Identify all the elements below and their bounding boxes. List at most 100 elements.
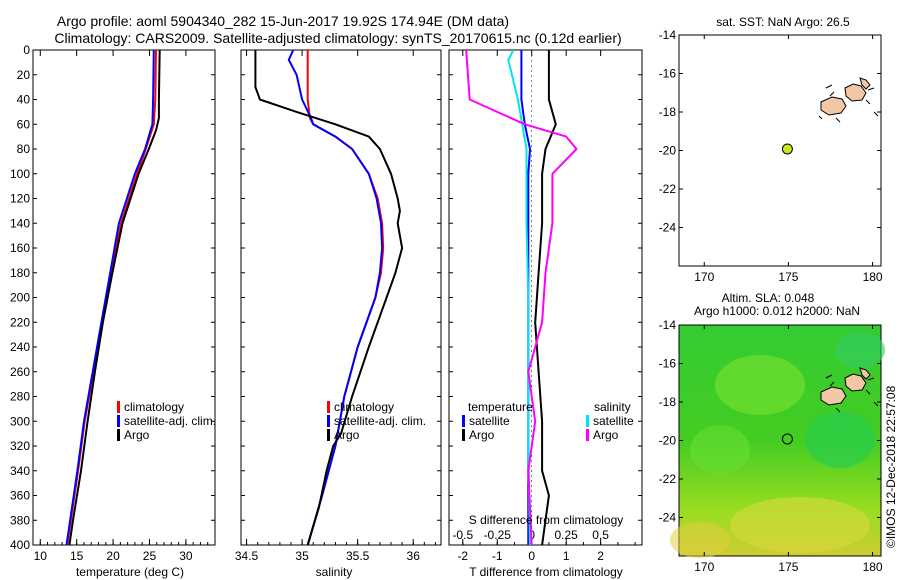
small-islands <box>818 84 879 123</box>
depth-tick-label: 340 <box>10 464 30 478</box>
legend-swatch-t-argo <box>462 429 465 441</box>
depth-tick-label: 360 <box>10 489 30 503</box>
lon-tick-label: 170 <box>694 270 714 284</box>
legend-salinity-heading: salinity <box>594 400 631 414</box>
temperature-lines <box>65 50 161 545</box>
depth-tick-label: 180 <box>10 266 30 280</box>
lat-tick-label: -22 <box>659 472 677 486</box>
fiji-islet <box>859 367 871 380</box>
sla-patch <box>690 425 750 475</box>
legend-swatch-s-satellite <box>586 415 589 427</box>
difference-series-salinity-satellite <box>507 50 531 545</box>
depth-tick-label: 300 <box>10 414 30 428</box>
sla-patch <box>805 412 875 468</box>
legend-swatch-argo <box>327 429 330 441</box>
difference-legend: temperature satellite Argo salinity sate… <box>462 400 634 442</box>
depth-tick-label: 240 <box>10 340 30 354</box>
difference-series-salinity-argo <box>465 50 578 545</box>
lat-tick-label: -20 <box>659 434 677 448</box>
sla-patch <box>730 497 870 553</box>
argo-position-marker <box>781 143 793 155</box>
depth-tick-label: 220 <box>10 315 30 329</box>
legend-swatch-satellite <box>117 415 120 427</box>
imos-credit: ©IMOS 12-Dec-2018 22:57:08 <box>884 385 898 548</box>
depth-tick-label: 280 <box>10 390 30 404</box>
depth-tick-label: 260 <box>10 365 30 379</box>
lon-tick-label: 180 <box>863 560 883 574</box>
legend-s-satellite: satellite <box>593 414 634 428</box>
x-tick-label: 35.5 <box>346 549 370 563</box>
legend-climatology: climatology <box>124 400 184 414</box>
temperature-series-satellite-adj-clim- <box>65 50 155 545</box>
sst-map-land <box>818 77 879 123</box>
depth-tick-label: 20 <box>17 68 31 82</box>
temperature-legend: climatology satellite-adj. clim. Argo <box>117 400 216 442</box>
depth-tick-label: 120 <box>10 192 30 206</box>
depth-tick-label: 160 <box>10 241 30 255</box>
x-tick-label: -1 <box>492 549 503 563</box>
sla-patch <box>835 332 885 368</box>
sst-map-axis-ticks: -14 -16 -18 -20 -22 -24 170 175 180 <box>659 28 883 284</box>
t-difference-xlabel: T difference from climatology <box>469 565 623 579</box>
lat-tick-label: -24 <box>659 221 677 235</box>
x-top-tick-label: -0.25 <box>484 528 512 542</box>
lat-tick-label: -18 <box>659 105 677 119</box>
legend-swatch-satellite <box>327 415 330 427</box>
lon-tick-label: 180 <box>863 270 883 284</box>
sla-map-title-line1: Altim. SLA: 0.048 <box>722 291 815 305</box>
lon-tick-label: 175 <box>778 560 798 574</box>
sst-map: sat. SST: NaN Argo: 26.5 -14 -16 -18 -20 -22… <box>659 15 883 284</box>
salinity-plot-frame <box>240 49 442 546</box>
legend-argo: Argo <box>334 428 360 442</box>
sla-field-patches <box>670 332 885 558</box>
legend-s-argo: Argo <box>593 428 619 442</box>
figure-title-line2: Climatology: CARS2009. Satellite-adjuste… <box>54 30 621 46</box>
lat-tick-label: -18 <box>659 395 677 409</box>
depth-tick-label: 380 <box>10 513 30 527</box>
x-tick-label: 34.5 <box>235 549 259 563</box>
depth-tick-label: 400 <box>10 538 30 552</box>
salinity-series-satellite-adj-clim- <box>287 50 384 545</box>
sla-map-land <box>820 367 879 413</box>
x-tick-label: 2 <box>597 549 604 563</box>
sst-map-frame <box>678 34 882 267</box>
fiji-islet <box>859 77 871 90</box>
sla-map-title-line2: Argo h1000: 0.012 h2000: NaN <box>694 304 860 318</box>
lat-tick-label: -14 <box>659 318 677 332</box>
legend-swatch-climatology <box>117 401 120 413</box>
difference-plot-frame <box>448 49 643 546</box>
difference-axis-ticks: -2 -1 0 1 2-0.5 -0.25 0 0.25 0.5 <box>449 49 642 563</box>
difference-panel: -2 -1 0 1 2-0.5 -0.25 0 0.25 0.5 T difference fr… <box>448 49 643 579</box>
legend-argo: Argo <box>124 428 150 442</box>
salinity-legend: climatology satellite-adj. clim. Argo <box>327 400 426 442</box>
legend-t-argo: Argo <box>469 428 495 442</box>
depth-tick-label: 140 <box>10 216 30 230</box>
fiji-island-south <box>820 386 847 406</box>
x-tick-label: 36 <box>407 549 421 563</box>
x-top-tick-label: 0.5 <box>592 528 609 542</box>
fiji-island-north <box>844 83 867 102</box>
difference-lines <box>465 50 578 545</box>
x-tick-label: 25 <box>143 549 157 563</box>
depth-tick-label: 320 <box>10 439 30 453</box>
fiji-island-south <box>820 96 847 116</box>
depth-tick-label: 80 <box>17 142 31 156</box>
s-difference-label: S difference from climatology <box>469 513 624 527</box>
legend-swatch-argo <box>117 429 120 441</box>
salinity-series-climatology <box>306 50 385 545</box>
lat-tick-label: -20 <box>659 144 677 158</box>
sst-map-title: sat. SST: NaN Argo: 26.5 <box>716 15 850 29</box>
depth-tick-label: 60 <box>17 117 31 131</box>
lat-tick-label: -16 <box>659 357 677 371</box>
fiji-island-north <box>844 373 867 392</box>
x-tick-label: 35 <box>295 549 309 563</box>
depth-tick-label: 40 <box>17 93 31 107</box>
lon-tick-label: 170 <box>694 560 714 574</box>
legend-swatch-climatology <box>327 401 330 413</box>
argo-position-marker <box>781 433 793 445</box>
small-islands <box>825 374 879 413</box>
lat-tick-label: -14 <box>659 28 677 42</box>
x-tick-label: 1 <box>563 549 570 563</box>
lat-tick-label: -16 <box>659 67 677 81</box>
legend-swatch-t-satellite <box>462 415 465 427</box>
